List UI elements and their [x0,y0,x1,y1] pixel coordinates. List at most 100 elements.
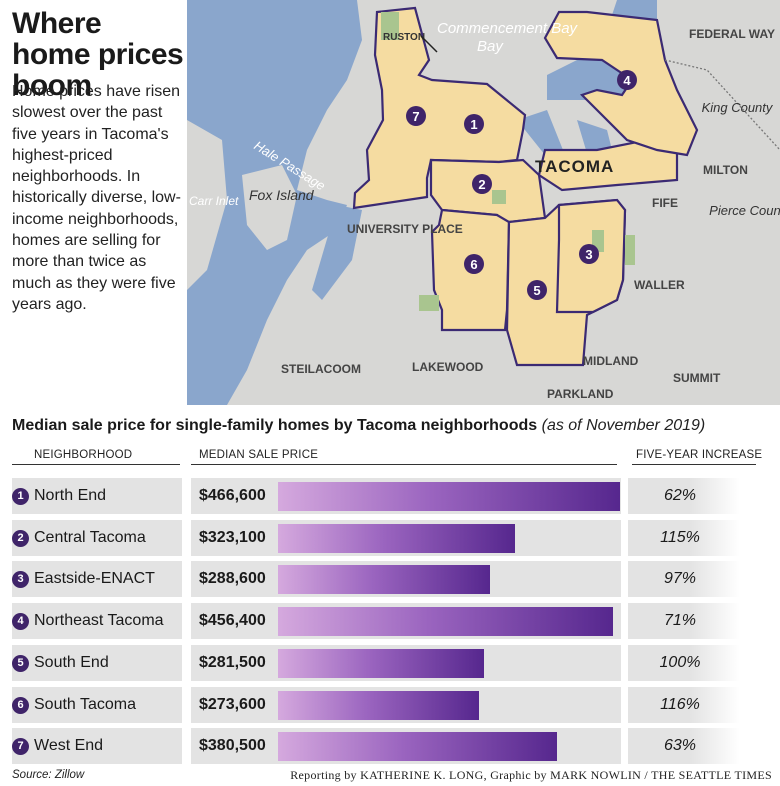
map-marker-6: 6 [464,254,484,274]
bar-row: 3 Eastside-ENACT $288,600 97% [0,561,780,598]
map-label-tacoma: TACOMA [535,157,614,176]
increase-label: 97% [663,570,697,588]
map-label-midland: MIDLAND [583,354,639,368]
column-rule [12,464,180,465]
svg-text:5: 5 [533,283,540,298]
increase-label: 115% [660,528,700,546]
neighborhood-marker: 3 [12,571,29,589]
neighborhood-marker: 2 [12,529,29,547]
neighborhood-marker: 7 [12,738,29,756]
map-marker-2: 2 [472,174,492,194]
price-bar [278,690,479,720]
row-band [12,603,182,640]
price-bar [278,607,613,637]
bar-row: 4 Northeast Tacoma $456,400 71% [0,603,780,640]
map-marker-7: 7 [406,106,426,126]
credit-middle: , Graphic by [483,768,547,782]
chart-title-note: (as of November 2019) [541,417,706,434]
credit-line: Reporting by KATHERINE K. LONG, Graphic … [290,768,772,783]
bar-row: 2 Central Tacoma $323,100 115% [0,519,780,556]
chart-title-text: Median sale price for single-family home… [12,417,538,434]
svg-text:7: 7 [412,109,419,124]
map-label-lakewood: LAKEWOOD [412,360,484,374]
credit-designer: MARK NOWLIN / THE SEATTLE TIMES [550,768,772,782]
neighborhood-area [352,6,527,210]
map-marker-4: 4 [617,70,637,90]
increase-label: 62% [663,487,697,504]
map-marker-1: 1 [464,114,484,134]
neighborhood-marker: 6 [12,696,29,714]
column-header-price: MEDIAN SALE PRICE [199,449,319,461]
column-rule [191,464,617,465]
increase-label: 100% [659,653,701,671]
map-label-federal-way: FEDERAL WAY [689,27,775,41]
price-label: $466,600 [199,487,266,504]
map-water-narrows [312,205,362,300]
map-label-university-place: UNIVERSITY PLACE [347,222,463,236]
neighborhood-marker: 4 [12,613,29,631]
neighborhood-marker: 1 [12,488,29,505]
row-band [12,644,182,681]
column-header-increase: FIVE-YEAR INCREASE [636,449,763,461]
svg-text:1: 1 [470,117,477,132]
map-marker-3: 3 [579,244,599,264]
row-band [628,686,740,723]
row-band [628,603,740,640]
neighborhood-label: West End [34,737,104,755]
row-band [628,728,740,765]
row-band [12,561,182,598]
svg-text:2: 2 [478,177,485,192]
price-bar [278,648,485,678]
fox-island [242,165,297,250]
row-band [12,686,182,723]
tacoma-map: RUSTON Commencement Bay Bay FEDERAL WAY … [187,0,780,405]
map-label-pierce-county: Pierce County [709,203,780,218]
neighborhood-label: Central Tacoma [34,528,146,546]
row-band [628,561,740,598]
column-header-neighborhood: NEIGHBORHOOD [34,449,133,461]
price-bar [278,732,557,762]
price-label: $281,500 [199,653,266,671]
credit-prefix: Reporting by [290,768,357,782]
map-label-summit: SUMMIT [673,371,721,385]
row-band [12,519,182,556]
bar-row: 5 South End $281,500 100% [0,644,780,681]
map-park [625,235,635,265]
ruston-leader [420,35,438,53]
map-park [492,190,506,204]
headline: Where home prices boom [12,7,184,102]
chart-title: Median sale price for single-family home… [12,417,772,435]
svg-text:6: 6 [470,257,477,272]
map-park [381,12,399,40]
increase-label: 63% [663,737,697,755]
price-label: $456,400 [199,612,266,630]
map-label-commencement-bay-2: Bay [477,38,504,55]
intro-text: Home prices have risen slowest over the … [12,83,181,313]
price-label: $323,100 [199,528,266,546]
neighborhood-label: Eastside-ENACT [34,570,155,588]
price-bar [278,523,515,553]
map-label-steilacoom: STEILACOOM [281,362,361,376]
price-label: $288,600 [199,570,266,588]
west-peninsula [187,120,227,290]
bar-row: 1 North End $466,600 62% [0,478,780,514]
price-bar [278,565,490,595]
svg-text:4: 4 [623,73,631,88]
column-rule [632,464,756,465]
neighborhood-label: North End [34,487,107,504]
bar-row: 6 South Tacoma $273,600 116% [0,686,780,723]
bar-row: 7 West End $380,500 63% [0,728,780,765]
neighborhood-label: South End [34,653,109,671]
price-label: $380,500 [199,737,266,755]
svg-text:3: 3 [585,247,592,262]
map-label-carr-inlet: Carr Inlet [189,194,239,208]
neighborhood-label: Northeast Tacoma [34,612,164,630]
map-label-ruston: RUSTON [383,32,425,43]
map-label-milton: MILTON [703,163,748,177]
increase-label: 116% [660,695,700,713]
map-label-fox-island: Fox Island [249,187,315,203]
credit-reporter: KATHERINE K. LONG [360,768,484,782]
row-band [628,644,740,681]
row-band [12,728,182,765]
map-label-waller: WALLER [634,278,685,292]
